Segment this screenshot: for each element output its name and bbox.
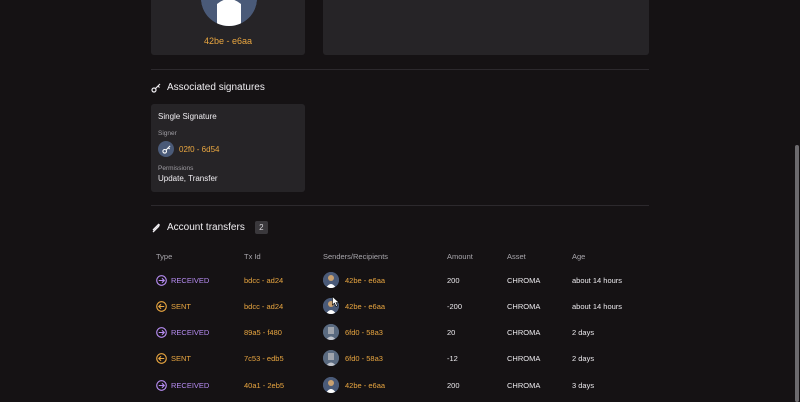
signer-label: Signer [158,130,177,137]
column-header-asset: Asset [507,252,526,261]
table-row: RECEIVED 89a5 - f480 6fd0 - 58a3 20 CHRO… [0,322,800,342]
permissions-label: Permissions [158,165,194,172]
age-cell: 2 days [572,353,595,363]
tx-id-link[interactable]: bdcc - ad24 [244,275,284,285]
sent-icon [156,352,167,364]
amount-cell: 200 [447,275,460,285]
party-avatar [323,350,339,366]
transfers-title: Account transfers [167,222,245,233]
type-label: RECEIVED [171,380,210,390]
age-cell: 3 days [572,380,595,390]
amount-cell: -200 [447,301,463,311]
divider [151,69,649,70]
type-label: RECEIVED [171,327,210,337]
table-row: SENT bdcc - ad24 42be - e6aa -200 CHROMA… [0,296,800,316]
tx-id-link[interactable]: 89a5 - f480 [244,327,282,337]
party-cell: 42be - e6aa [323,270,385,290]
party-cell: 6fd0 - 58a3 [323,322,383,342]
type-label: SENT [171,301,192,311]
received-icon [156,274,167,286]
signature-type: Single Signature [158,112,217,121]
transfers-count-badge: 2 [254,221,268,234]
party-address-link[interactable]: 42be - e6aa [345,301,386,311]
divider [151,205,649,206]
party-avatar [323,377,339,393]
table-row: RECEIVED 40a1 - 2eb5 42be - e6aa 200 CHR… [0,375,800,395]
scrollbar-thumb[interactable] [795,145,799,402]
signer-key-icon [158,141,174,157]
amount-cell: 200 [447,380,460,390]
account-details-card [323,0,649,55]
mouse-cursor-icon [332,296,340,307]
party-avatar [323,272,339,288]
party-address-link[interactable]: 6fd0 - 58a3 [345,353,383,363]
scrollbar-track[interactable] [794,0,800,402]
asset-cell: CHROMA [507,327,541,337]
amount-cell: 20 [447,327,456,337]
age-cell: 2 days [572,327,595,337]
amount-cell: -12 [447,353,458,363]
transfer-icon [151,223,161,233]
type-cell: RECEIVED [156,270,209,290]
key-icon [151,83,161,93]
party-address-link[interactable]: 42be - e6aa [345,275,386,285]
party-cell: 42be - e6aa [323,375,385,395]
signature-card: Single Signature Signer 02f0 - 6d54 Perm… [151,104,305,192]
account-avatar [201,0,257,26]
column-header-type: Type [156,252,173,261]
party-avatar [323,324,339,340]
account-address[interactable]: 42be - e6aa [203,36,253,46]
table-row: SENT 7c53 - edb5 6fd0 - 58a3 -12 CHROMA … [0,348,800,368]
signatures-section-header: Associated signatures [151,82,265,93]
type-cell: RECEIVED [156,322,209,342]
type-cell: RECEIVED [156,375,209,395]
column-header-tx-id: Tx Id [244,252,261,261]
tx-id-link[interactable]: 40a1 - 2eb5 [244,380,285,390]
age-cell: about 14 hours [572,275,623,285]
asset-cell: CHROMA [507,380,541,390]
transfers-section-header: Account transfers 2 [151,221,268,234]
tx-id-link[interactable]: bdcc - ad24 [244,301,284,311]
type-cell: SENT [156,296,191,316]
column-header-senders-recipients: Senders/Recipients [323,252,389,261]
tx-id-link[interactable]: 7c53 - edb5 [244,353,284,363]
asset-cell: CHROMA [507,301,541,311]
received-icon [156,379,167,391]
account-card: 42be - e6aa [151,0,305,55]
column-header-amount: Amount [447,252,473,261]
permissions-value: Update, Transfer [158,174,218,183]
asset-cell: CHROMA [507,353,541,363]
type-label: RECEIVED [171,275,210,285]
received-icon [156,326,167,338]
asset-cell: CHROMA [507,275,541,285]
column-header-age: Age [572,252,586,261]
party-address-link[interactable]: 6fd0 - 58a3 [345,327,383,337]
signer-address-link[interactable]: 02f0 - 6d54 [179,144,220,154]
age-cell: about 14 hours [572,301,623,311]
sent-icon [156,300,167,312]
table-row: RECEIVED bdcc - ad24 42be - e6aa 200 CHR… [0,270,800,290]
party-cell: 6fd0 - 58a3 [323,348,383,368]
signatures-title: Associated signatures [167,82,265,93]
type-label: SENT [171,353,192,363]
party-address-link[interactable]: 42be - e6aa [345,380,386,390]
signer: 02f0 - 6d54 [158,141,298,157]
type-cell: SENT [156,348,191,368]
